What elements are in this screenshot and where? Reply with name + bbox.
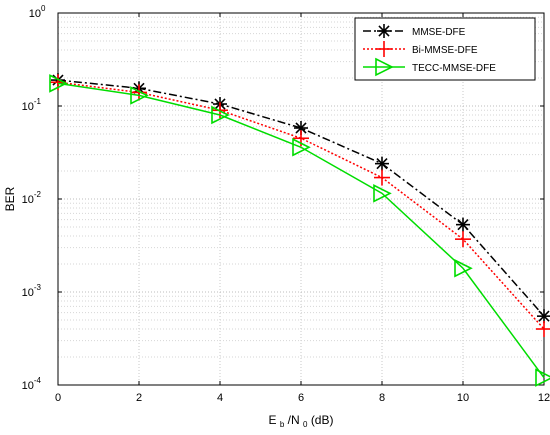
data-point — [535, 368, 550, 387]
y-tick-label: 10-3 — [22, 283, 42, 299]
y-tick-label: 10-2 — [22, 190, 42, 206]
x-axis-label: E b /N 0 (dB) — [269, 413, 334, 430]
x-axis-label-sub-0: 0 — [303, 420, 308, 429]
data-point — [377, 24, 391, 38]
data-point — [131, 84, 147, 101]
x-tick-label: 0 — [55, 392, 61, 404]
data-point — [537, 309, 550, 324]
x-tick-label: 12 — [538, 392, 550, 404]
x-tick-label: 4 — [217, 392, 223, 404]
legend-label: MMSE-DFE — [412, 27, 466, 38]
y-tick-label: 10-1 — [22, 97, 42, 113]
data-point — [375, 57, 394, 77]
grid — [58, 13, 544, 385]
y-tick-label: 10-4 — [22, 376, 42, 392]
legend-entry: TECC-MMSE-DFE — [363, 57, 496, 77]
x-tick-label: 8 — [379, 392, 385, 404]
data-point — [211, 105, 230, 125]
legend-entry: Bi-MMSE-DFE — [363, 41, 478, 57]
y-axis-label: BER — [3, 186, 17, 211]
data-point — [373, 184, 392, 203]
series-tecc-mmse-dfe — [49, 74, 550, 387]
data-point — [455, 231, 471, 248]
data-point — [374, 169, 390, 186]
data-point — [376, 41, 392, 57]
legend-label: TECC-MMSE-DFE — [412, 63, 496, 74]
data-point — [375, 156, 389, 171]
legend-entry: MMSE-DFE — [363, 24, 466, 38]
x-axis-label-main: E — [269, 413, 277, 427]
x-axis-label-sub-b: b — [280, 420, 285, 429]
series-bi-mmse-dfe — [50, 74, 550, 338]
tick-labels: 0 2 4 6 8 10 12 100 10-1 10-2 10-3 10-4 — [22, 4, 550, 404]
data-point — [536, 321, 550, 338]
x-tick-label: 10 — [457, 392, 469, 404]
legend-label: Bi-MMSE-DFE — [412, 45, 478, 56]
series — [49, 73, 550, 387]
data-point — [292, 137, 311, 157]
data-point — [454, 258, 473, 278]
x-axis-label-mid: /N — [288, 413, 300, 427]
data-point — [456, 217, 470, 232]
x-tick-label: 6 — [298, 392, 304, 404]
x-axis-label-unit: (dB) — [311, 413, 334, 427]
y-tick-label: 100 — [29, 4, 46, 20]
data-point — [130, 86, 149, 105]
data-point — [49, 74, 68, 93]
legend: MMSE-DFE Bi-MMSE-DFE TECC-MMSE-DFE — [354, 17, 536, 81]
series-line — [57, 82, 545, 379]
x-tick-label: 2 — [136, 392, 142, 404]
